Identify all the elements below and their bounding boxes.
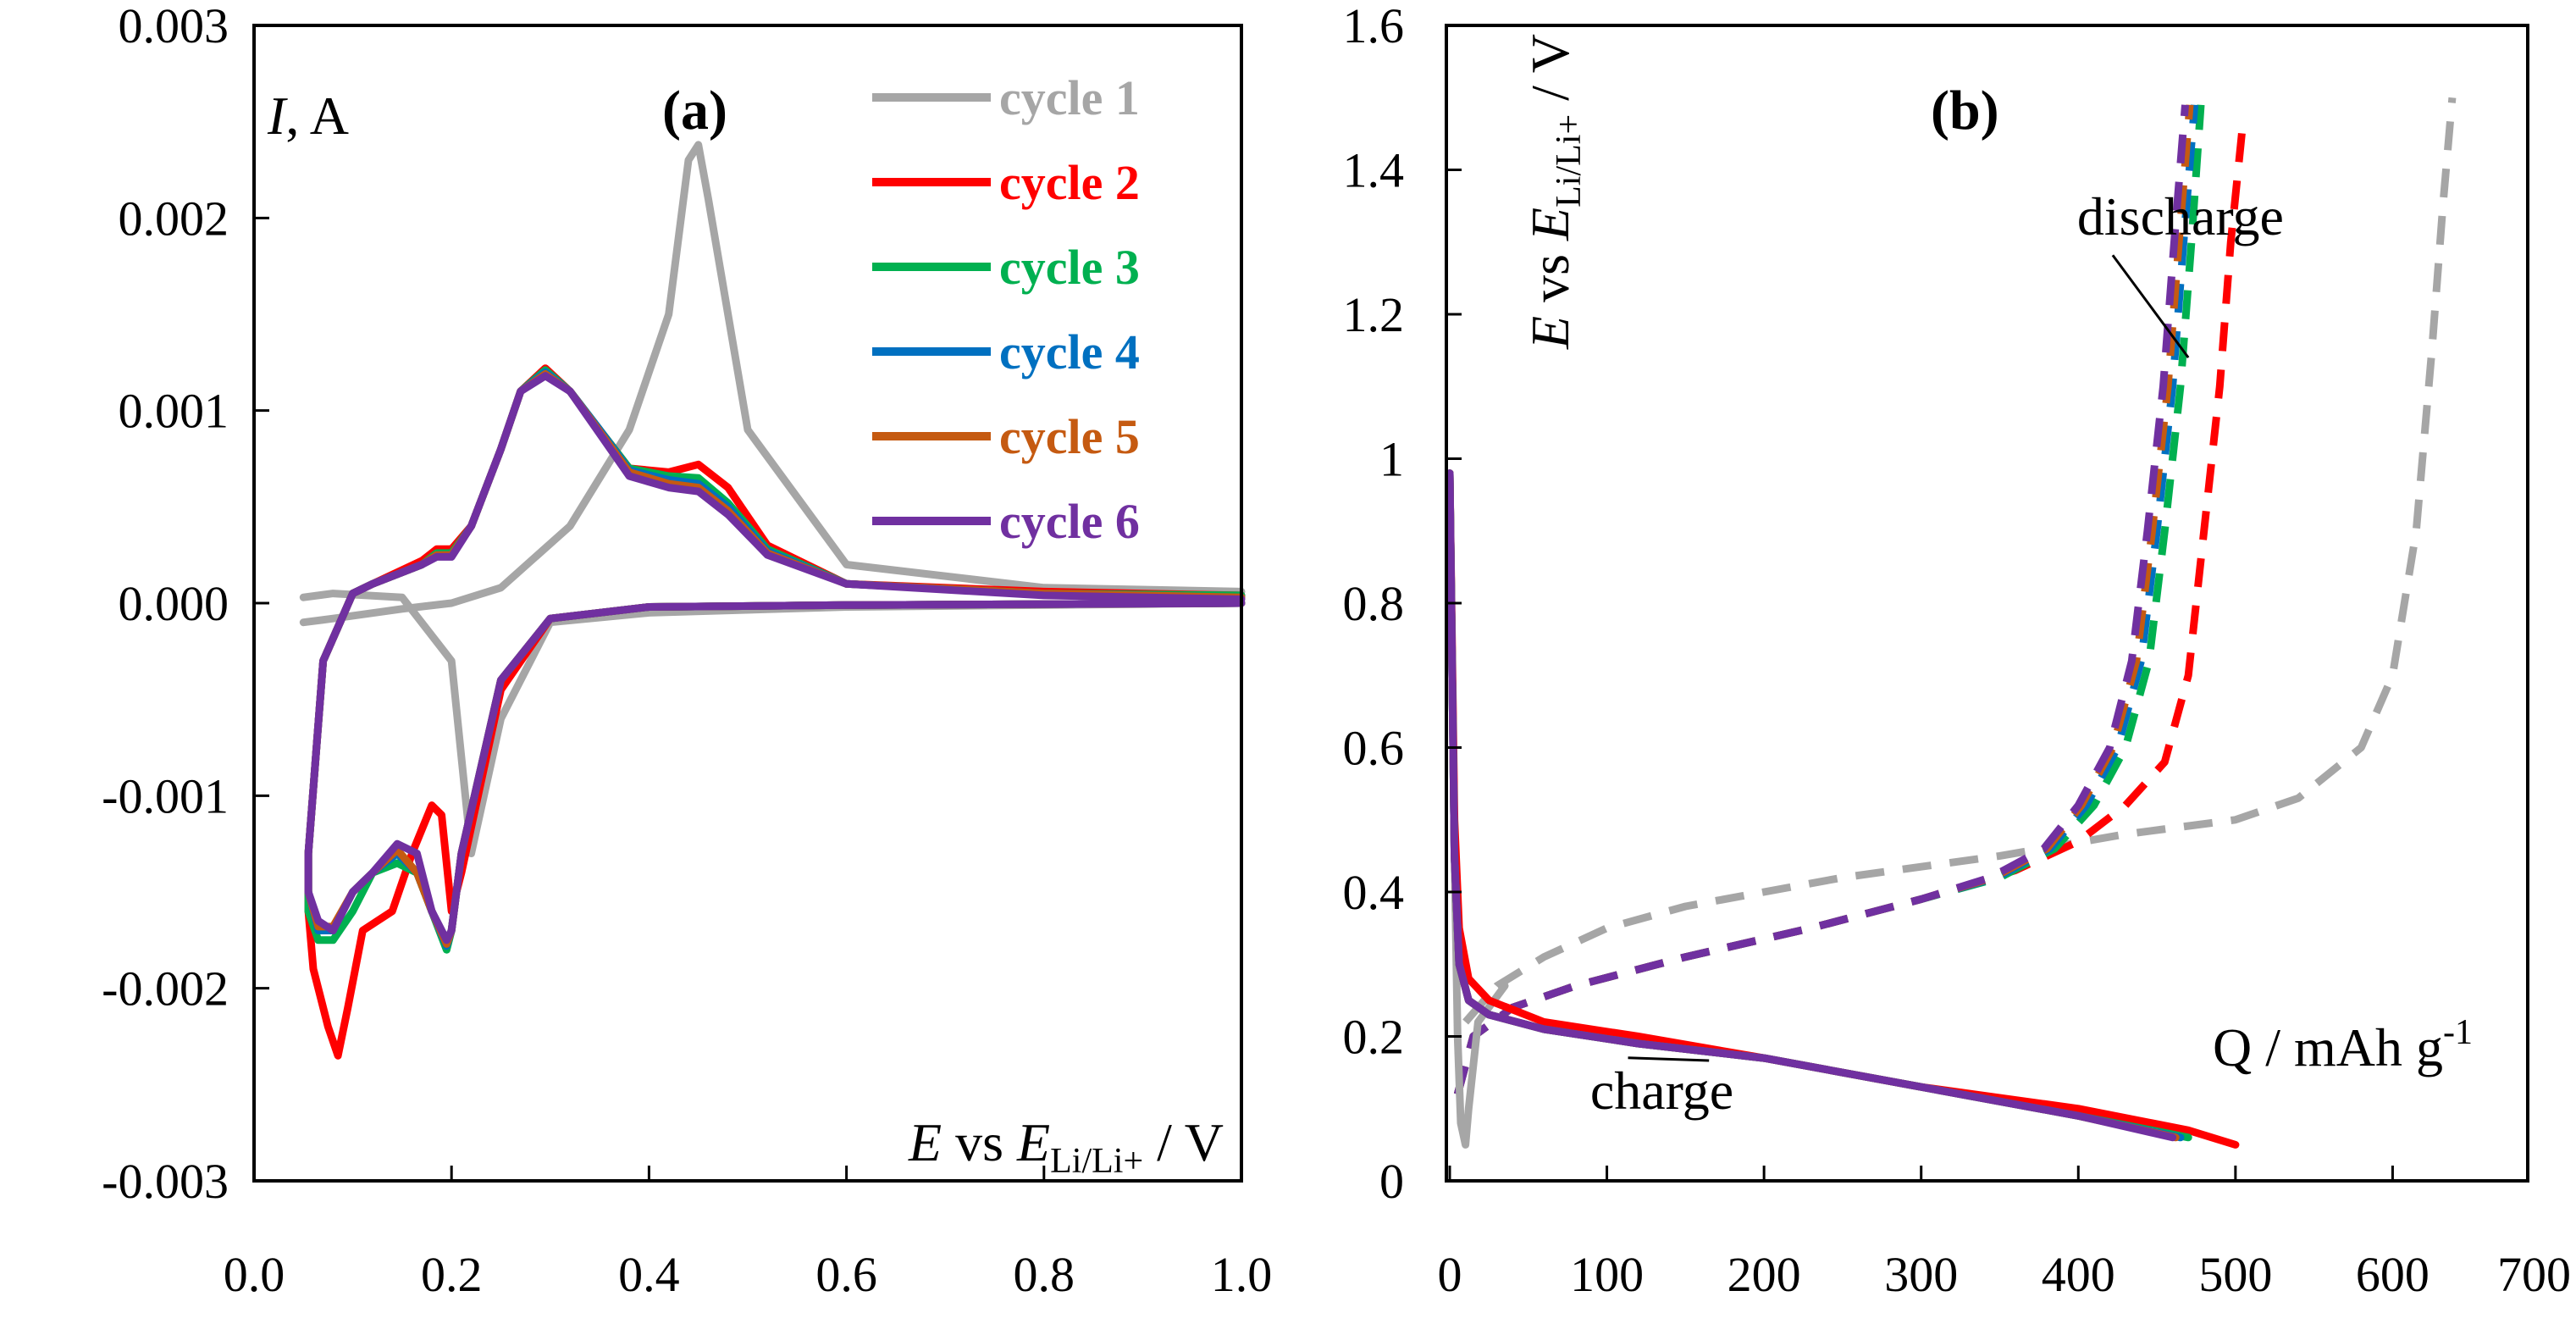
cv-x-tick-label: 1.0 — [1211, 1247, 1273, 1302]
cv-x-tick-label: 0.4 — [618, 1247, 680, 1302]
cv-series-group — [299, 141, 1246, 1060]
cv-x-tick-label: 0.0 — [224, 1247, 285, 1302]
gcd-x-tick-label: 400 — [2042, 1247, 2115, 1302]
cv-series-line — [299, 141, 1246, 627]
gcd-charge-line — [1446, 469, 2185, 1142]
cv-x-tick-label: 0.8 — [1014, 1247, 1075, 1302]
gcd-charge-line — [1446, 469, 2240, 1149]
legend-label: cycle 6 — [999, 494, 1140, 549]
cv-y-tick-label: -0.002 — [102, 961, 229, 1017]
cv-series-line — [304, 372, 1246, 896]
cv-panel-label: (a) — [662, 80, 727, 141]
cv-y-tick-label: -0.001 — [102, 768, 229, 823]
legend-label: cycle 2 — [999, 155, 1140, 210]
gcd-y-tick-label: 0.4 — [1343, 865, 1405, 920]
gcd-y-tick-label: 1.4 — [1343, 143, 1405, 198]
cv-y-ticks: -0.003 -0.002 -0.001 0.000 0.001 0.002 0.003 — [102, 0, 269, 1209]
gcd-y-tick-label: 0 — [1379, 1154, 1404, 1209]
cv-x-tick-label: 0.2 — [421, 1247, 483, 1302]
gcd-y-ticks: 0 0.2 0.4 0.6 0.8 1 1.2 1.4 1.6 — [1343, 0, 1462, 1209]
gcd-x-tick-label: 500 — [2198, 1247, 2272, 1302]
gcd-discharge-line — [1462, 97, 2457, 1025]
charge-discharge-chart-panel: 0 0.2 0.4 0.6 0.8 1 1.2 1.4 1.6 0 100 200 300 400 500… — [1343, 0, 2572, 1302]
gcd-x-tick-label: 300 — [1884, 1247, 1958, 1302]
gcd-y-axis-label: E vs ELi/Li+ / V — [1520, 34, 1589, 350]
cv-x-axis-label: E vs ELi/Li+ / V — [908, 1112, 1224, 1181]
cv-x-tick-label: 0.6 — [815, 1247, 877, 1302]
cv-y-tick-label: -0.003 — [102, 1154, 229, 1209]
cv-y-axis-label: I, A — [267, 86, 349, 146]
cv-y-tick-label: 0.002 — [119, 191, 229, 246]
cv-y-tick-label: 0.000 — [119, 576, 229, 631]
gcd-x-tick-label: 0 — [1438, 1247, 1462, 1302]
cv-x-ticks: 0.0 0.2 0.4 0.6 0.8 1.0 — [224, 1166, 1273, 1302]
gcd-y-tick-label: 1.6 — [1343, 0, 1405, 53]
legend-label: cycle 4 — [999, 324, 1140, 379]
gcd-series-group — [1446, 97, 2457, 1149]
legend-label: cycle 5 — [999, 409, 1140, 464]
cv-series-line — [304, 599, 1246, 945]
charge-annotation: charge — [1590, 1061, 1733, 1121]
gcd-discharge-line — [1453, 104, 2189, 1095]
cv-y-tick-label: 0.001 — [119, 384, 229, 439]
discharge-annotation-leader — [2111, 254, 2190, 359]
gcd-x-tick-label: 600 — [2356, 1247, 2430, 1302]
gcd-y-tick-label: 0.6 — [1343, 721, 1405, 776]
gcd-x-tick-label: 100 — [1570, 1247, 1644, 1302]
gcd-y-tick-label: 0.2 — [1343, 1010, 1405, 1065]
gcd-y-tick-label: 1 — [1379, 432, 1404, 487]
discharge-annotation: discharge — [2077, 186, 2284, 247]
gcd-charge-line — [1446, 469, 2177, 1142]
gcd-y-tick-label: 1.2 — [1343, 287, 1405, 342]
gcd-panel-label: (b) — [1931, 80, 1999, 141]
gcd-x-ticks: 0 100 200 300 400 500 600 700 — [1438, 1166, 2571, 1302]
gcd-x-axis-label: Q / mAh g-1 — [2213, 1013, 2473, 1077]
gcd-x-tick-label: 700 — [2497, 1247, 2571, 1302]
cv-series-line — [299, 590, 1246, 857]
legend-label: cycle 1 — [999, 70, 1140, 125]
gcd-charge-line — [1446, 469, 2180, 1142]
gcd-plot-frame — [1445, 24, 2529, 1183]
cv-series-line — [304, 599, 1246, 1060]
gcd-y-tick-label: 0.8 — [1343, 576, 1405, 631]
charge-annotation-leader — [1628, 1056, 1710, 1062]
legend-label: cycle 3 — [999, 240, 1140, 295]
cv-legend: cycle 1 cycle 2 cycle 3 cycle 4 cycle 5 cycle… — [872, 70, 1140, 549]
cv-chart-panel: -0.003 -0.002 -0.001 0.000 0.001 0.002 0.003 0… — [102, 0, 1272, 1302]
cv-y-tick-label: 0.003 — [119, 0, 229, 53]
gcd-x-tick-label: 200 — [1727, 1247, 1801, 1302]
